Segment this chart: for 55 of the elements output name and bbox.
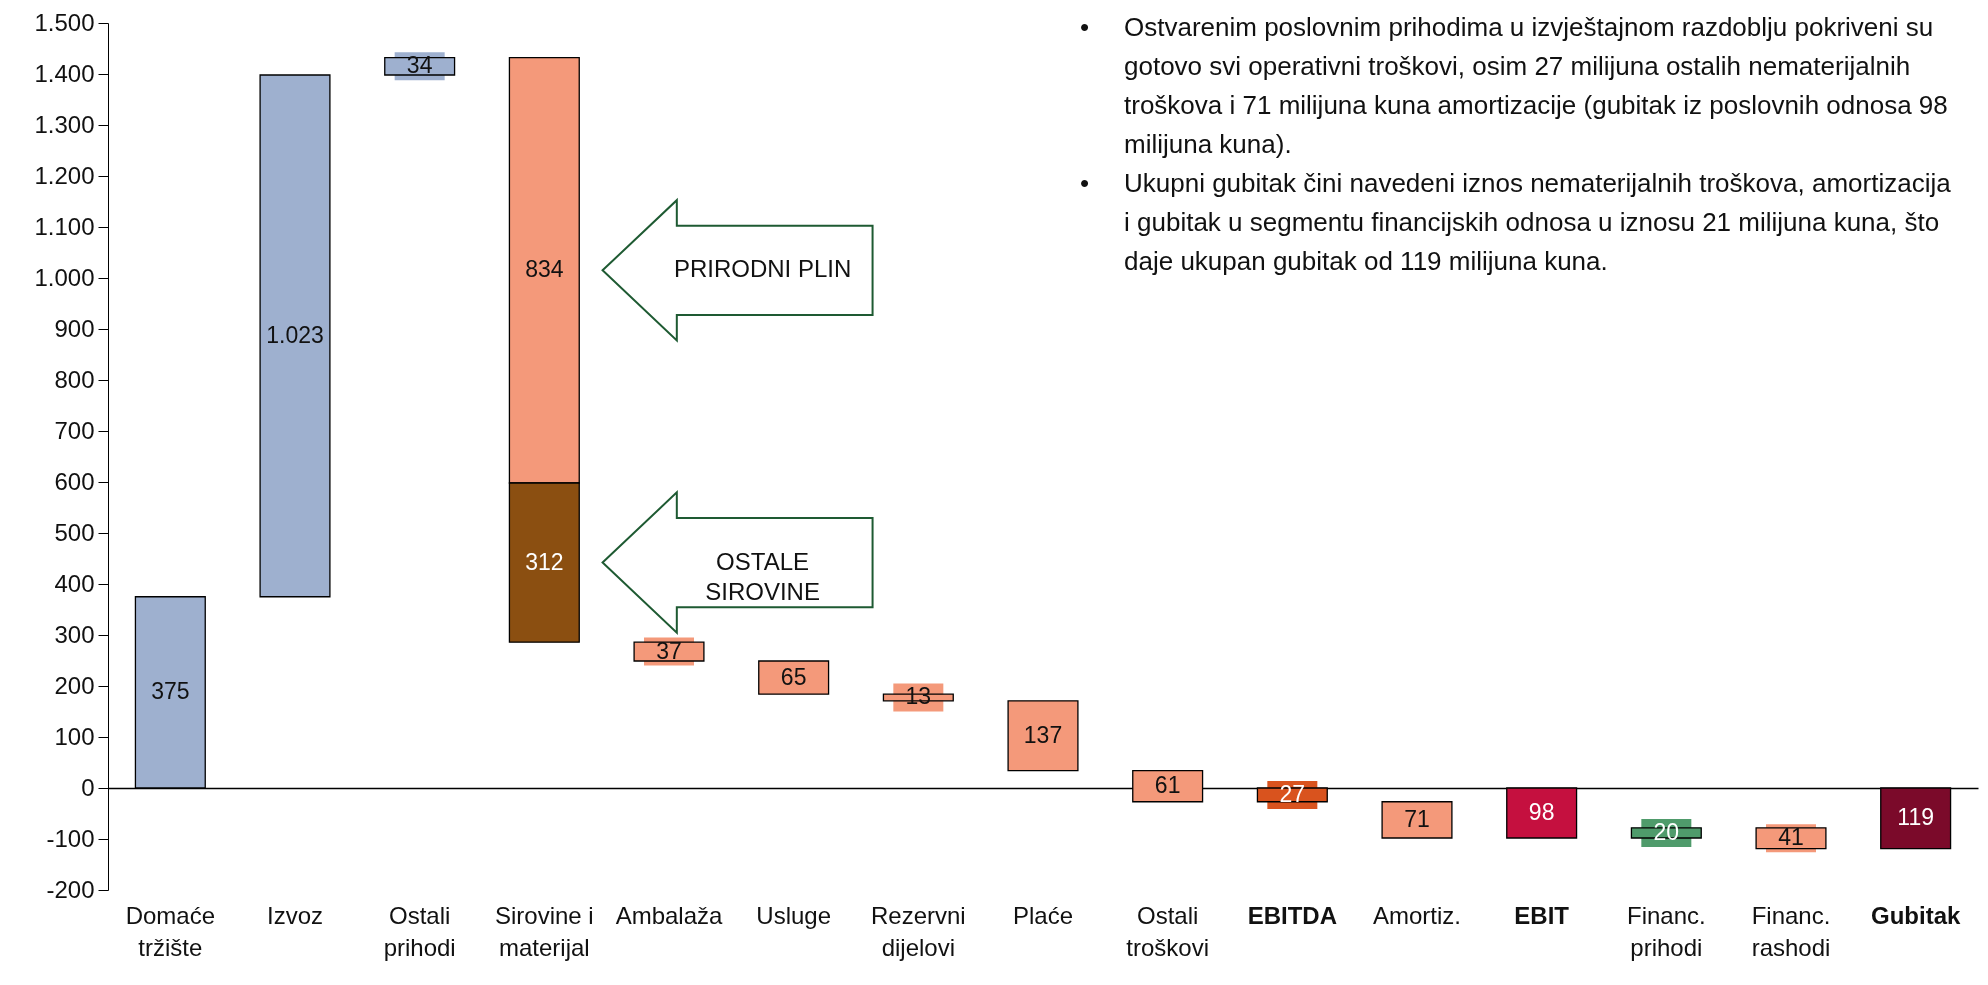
data-label: 71 [1404, 805, 1430, 832]
x-tick-label: Domaće tržište [125, 901, 216, 961]
data-label: 41 [1778, 824, 1804, 851]
x-tick-label: EBIT [1514, 901, 1570, 929]
x-tick-label: Financ. prihodi [1626, 901, 1706, 961]
y-tick-label: -100 [46, 824, 95, 852]
x-tick-label: Financ. rashodi [1751, 901, 1831, 961]
data-label: 119 [1897, 804, 1934, 831]
x-tick-label: Gubitak [1870, 901, 1961, 929]
data-label: 312 [525, 548, 564, 575]
y-tick-label: 1.200 [34, 161, 95, 189]
annotation: PRIRODNI PLIN [673, 255, 852, 283]
x-tick-label: Ostali prihodi [383, 901, 456, 961]
y-tick-label: 1.300 [34, 110, 95, 138]
y-tick-label: 0 [81, 773, 95, 801]
annotation: OSTALE SIROVINE [705, 547, 820, 605]
data-label: 1.023 [266, 321, 324, 348]
y-tick-label: 1.100 [34, 212, 95, 240]
x-tick-label: Amortiz. [1372, 901, 1462, 929]
data-label: 65 [780, 663, 807, 690]
data-label: 61 [1154, 772, 1181, 799]
x-tick-label: Ambalaža [615, 901, 724, 929]
y-tick-label: 700 [54, 416, 95, 444]
data-label: 375 [151, 678, 190, 705]
x-tick-label: Usluge [756, 901, 832, 929]
y-tick-label: 1.500 [34, 8, 95, 36]
y-tick-label: 200 [54, 671, 95, 699]
bar [259, 74, 331, 598]
data-label: 98 [1528, 798, 1555, 825]
x-tick-label: Izvoz [266, 901, 324, 929]
data-label: 37 [656, 637, 682, 664]
bar [1381, 801, 1453, 839]
y-tick-label: 900 [54, 314, 95, 342]
y-tick-label: 500 [54, 518, 95, 546]
bar [1007, 700, 1079, 772]
text: • Ukupni gubitak čini navedeni iznos nematerijalnih troškova, amortizacija i gubitak u segmentu financijskih odnosa u iznosu 21 milijuna kuna, što daje ukupan gubitak od 119 milijuna kuna. [1080, 168, 1951, 276]
y-tick-label: -200 [46, 875, 95, 903]
x-tick-label: Plaće [1012, 901, 1074, 929]
y-tick-label: 400 [54, 569, 95, 597]
y-tick-label: 300 [54, 620, 95, 648]
data-label: 34 [406, 52, 433, 79]
x-tick-label: EBITDA [1247, 901, 1338, 929]
data-label: 137 [1023, 721, 1063, 748]
y-tick-label: 1.400 [34, 59, 95, 87]
data-label: 27 [1279, 780, 1306, 807]
y-tick-label: 800 [54, 365, 95, 393]
x-tick-label: Ostali troškovi [1126, 901, 1210, 961]
text: • Ostvarenim poslovnim prihodima u izvještajnom razdoblju pokriveni su gotovo svi operativni troškovi, osim 27 milijuna ostalih nematerijalnih troškova i 71 milijuna kuna amortizacije (gubitak iz poslovnih odnosa 98 milijuna kuna). [1080, 12, 1948, 159]
y-tick-label: 100 [54, 722, 95, 750]
y-tick-label: 1.000 [34, 263, 95, 291]
x-tick-label: Sirovine i materijal [494, 901, 594, 961]
y-tick-label: 600 [54, 467, 95, 495]
data-label: 834 [525, 256, 564, 283]
bar [758, 660, 830, 695]
x-tick-label: Rezervni dijelovi [870, 901, 966, 961]
